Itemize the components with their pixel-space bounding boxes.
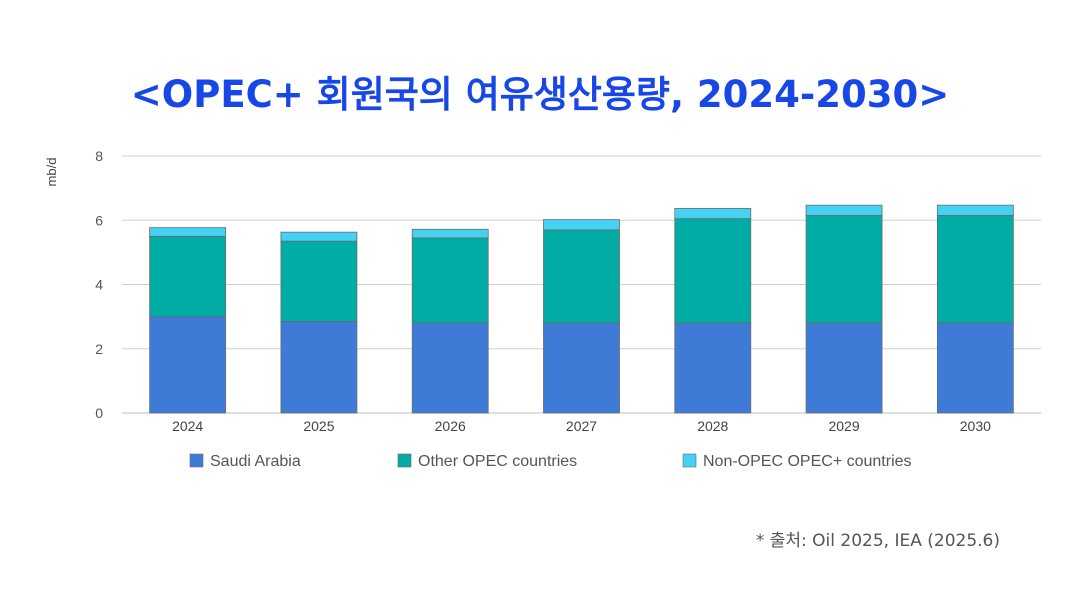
x-tick-label: 2024: [172, 418, 203, 434]
legend-swatch: [189, 453, 204, 468]
bar-segment: [805, 322, 883, 414]
y-axis-ticks: 0 2 4 6 8: [95, 148, 103, 421]
x-tick-label: 2029: [828, 418, 859, 434]
bar-segment: [805, 215, 883, 324]
bar-segment: [543, 229, 620, 324]
bar-segment: [543, 322, 620, 414]
bar-segment: [149, 316, 227, 414]
y-tick-label: 8: [95, 148, 103, 164]
y-tick-label: 4: [95, 277, 103, 293]
source-note: * 출처: Oil 2025, IEA (2025.6): [755, 531, 1000, 551]
legend-label: Other OPEC countries: [418, 453, 577, 470]
bar-segment: [411, 228, 489, 239]
bar-segment: [674, 207, 752, 220]
x-tick-label: 2028: [697, 418, 728, 434]
y-axis-label: mb/d: [44, 158, 59, 187]
bar-segment: [149, 227, 227, 237]
bar-segment: [936, 204, 1014, 216]
bar-segment: [805, 204, 883, 216]
x-tick-label: 2026: [435, 418, 466, 434]
y-tick-label: 6: [95, 212, 103, 228]
x-axis-ticks: 2024 2025 2026 2027 2028 2029 2030: [172, 418, 991, 434]
x-tick-label: 2027: [566, 418, 597, 434]
bar-segment: [936, 215, 1014, 324]
bar-segment: [674, 322, 752, 414]
bar-segment: [280, 321, 358, 414]
bar-segment: [411, 237, 489, 324]
legend-label: Non-OPEC OPEC+ countries: [703, 453, 912, 470]
y-tick-label: 2: [95, 341, 103, 357]
y-tick-label: 0: [95, 405, 103, 421]
chart-title: <OPEC+ 회원국의 여유생산용량, 2024-2030>: [130, 73, 950, 116]
bar-segment: [149, 235, 227, 318]
bar-segment: [543, 219, 620, 231]
legend-swatch: [682, 453, 697, 468]
bar-segment: [936, 322, 1014, 414]
bar-segment: [280, 240, 358, 322]
x-tick-label: 2030: [960, 418, 991, 434]
legend-label: Saudi Arabia: [210, 453, 301, 470]
bar-segment: [411, 322, 489, 414]
bar-segment: [280, 231, 358, 242]
bar-segment: [674, 218, 752, 324]
legend-swatch: [397, 453, 412, 468]
legend: Saudi Arabia Other OPEC countries Non-OPEC…: [189, 453, 912, 470]
bars: [149, 204, 1014, 414]
x-tick-label: 2025: [303, 418, 334, 434]
